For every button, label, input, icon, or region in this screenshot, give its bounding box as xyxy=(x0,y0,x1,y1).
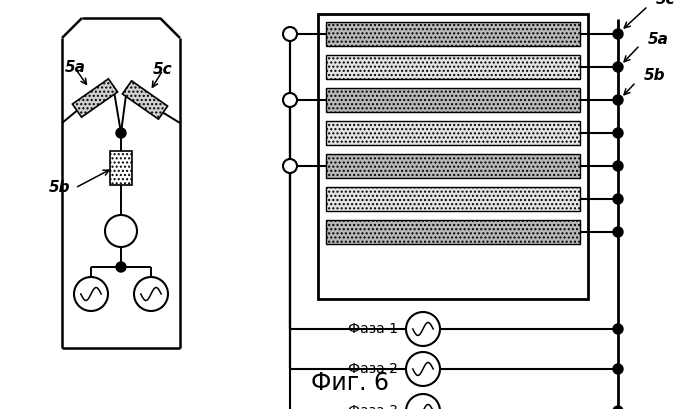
Circle shape xyxy=(283,93,297,107)
Text: Фаза 2: Фаза 2 xyxy=(348,362,398,376)
Circle shape xyxy=(116,128,126,138)
Text: 5a: 5a xyxy=(64,61,85,76)
Bar xyxy=(326,220,580,244)
Circle shape xyxy=(74,277,108,311)
Text: Фаза 3: Фаза 3 xyxy=(348,404,398,409)
Circle shape xyxy=(613,29,623,39)
Bar xyxy=(326,121,580,145)
Circle shape xyxy=(406,352,440,386)
Polygon shape xyxy=(122,81,167,119)
Bar xyxy=(326,187,580,211)
Text: 5c: 5c xyxy=(153,63,173,77)
Polygon shape xyxy=(72,79,118,117)
Bar xyxy=(326,22,580,46)
Circle shape xyxy=(613,364,623,374)
Circle shape xyxy=(105,215,137,247)
Circle shape xyxy=(283,27,297,41)
Bar xyxy=(326,88,580,112)
Circle shape xyxy=(613,128,623,138)
Text: 5b: 5b xyxy=(49,180,71,196)
Circle shape xyxy=(613,324,623,334)
Text: 5c: 5c xyxy=(656,0,676,7)
Circle shape xyxy=(613,194,623,204)
Bar xyxy=(326,55,580,79)
Bar xyxy=(326,154,580,178)
Bar xyxy=(318,14,588,299)
Circle shape xyxy=(406,312,440,346)
Circle shape xyxy=(283,159,297,173)
Circle shape xyxy=(613,95,623,105)
Text: 5b: 5b xyxy=(644,68,666,83)
Text: 5a: 5a xyxy=(648,31,669,47)
Circle shape xyxy=(406,394,440,409)
Circle shape xyxy=(134,277,168,311)
Circle shape xyxy=(116,262,126,272)
Circle shape xyxy=(613,161,623,171)
Circle shape xyxy=(613,406,623,409)
Circle shape xyxy=(613,62,623,72)
Text: Фаза 1: Фаза 1 xyxy=(348,322,398,336)
Bar xyxy=(110,151,132,185)
Text: Фиг. 6: Фиг. 6 xyxy=(311,371,389,395)
Circle shape xyxy=(613,227,623,237)
